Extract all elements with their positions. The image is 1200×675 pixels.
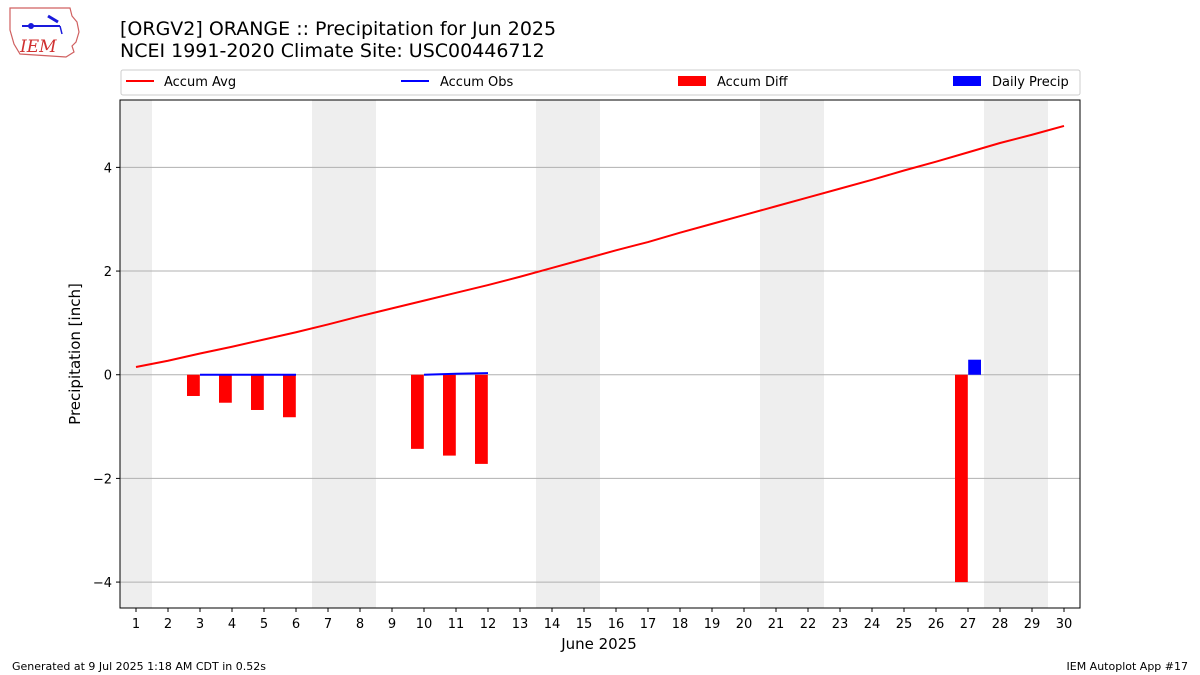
bars: [187, 359, 981, 583]
x-tick-label: 13: [512, 617, 529, 632]
legend-accum-diff-label: Accum Diff: [717, 75, 789, 90]
x-tick-label: 2: [164, 617, 172, 632]
weekend-band: [984, 100, 1048, 608]
lines: [135, 124, 1065, 376]
x-tick-label: 24: [864, 617, 881, 632]
chart-title: [ORGV2] ORANGE :: Precipitation for Jun …: [120, 18, 556, 40]
x-tick-label: 15: [576, 617, 593, 632]
x-tick-label: 25: [896, 617, 913, 632]
weekend-shading: [120, 100, 1048, 608]
legend-daily-precip-label: Daily Precip: [992, 75, 1069, 90]
accum-diff-bar: [443, 374, 456, 456]
y-tick-label: −2: [93, 472, 112, 487]
x-tick-label: 30: [1056, 617, 1073, 632]
y-tick-label: 2: [104, 265, 112, 280]
x-tick-label: 12: [480, 617, 497, 632]
legend-accum-diff-swatch: [678, 76, 706, 86]
x-tick-label: 8: [356, 617, 364, 632]
x-tick-label: 3: [196, 617, 204, 632]
footer-generated: Generated at 9 Jul 2025 1:18 AM CDT in 0…: [12, 660, 266, 673]
x-tick-label: 5: [260, 617, 268, 632]
weekend-band: [312, 100, 376, 608]
x-tick-label: 18: [672, 617, 689, 632]
x-axis-label: June 2025: [560, 635, 637, 653]
x-tick-label: 28: [992, 617, 1009, 632]
plot-frame: [119, 99, 1081, 609]
daily-precip-bar: [968, 359, 981, 375]
x-tick-label: 19: [704, 617, 721, 632]
x-tick-label: 6: [292, 617, 300, 632]
accum-diff-bar: [411, 374, 424, 449]
x-tick-label: 16: [608, 617, 625, 632]
legend-accum-obs-label: Accum Obs: [440, 75, 513, 90]
legend-daily-precip-swatch: [953, 76, 981, 86]
weekend-band: [760, 100, 824, 608]
footer-app: IEM Autoplot App #17: [1067, 660, 1189, 673]
x-tick-label: 27: [960, 617, 977, 632]
x-tick-label: 26: [928, 617, 945, 632]
accum-obs-line: [423, 372, 489, 376]
x-tick-label: 14: [544, 617, 561, 632]
x-tick-label: 10: [416, 617, 433, 632]
x-tick-label: 17: [640, 617, 657, 632]
accum-diff-bar: [283, 374, 296, 418]
x-tick-label: 29: [1024, 617, 1041, 632]
iem-logo: IEM: [9, 7, 80, 58]
x-tick-label: 22: [800, 617, 817, 632]
accum-diff-bar: [251, 374, 264, 410]
accum-avg-line: [135, 124, 1065, 368]
x-tick-label: 21: [768, 617, 785, 632]
x-tick-label: 9: [388, 617, 396, 632]
y-axis-label: Precipitation [inch]: [66, 283, 84, 425]
weekend-band: [120, 100, 152, 608]
accum-diff-bar: [955, 374, 968, 583]
accum-diff-bar: [475, 374, 488, 464]
x-tick-label: 23: [832, 617, 849, 632]
x-tick-label: 4: [228, 617, 236, 632]
accum-diff-bar: [219, 374, 232, 403]
y-tick-label: −4: [93, 576, 112, 591]
chart-subtitle: NCEI 1991-2020 Climate Site: USC00446712: [120, 40, 545, 62]
accum-diff-bar: [187, 374, 200, 396]
legend-accum-avg-label: Accum Avg: [164, 75, 236, 90]
x-tick-label: 7: [324, 617, 332, 632]
x-tick-label: 11: [448, 617, 465, 632]
weekend-band: [536, 100, 600, 608]
logo-text: IEM: [19, 37, 57, 57]
y-tick-label: 4: [104, 161, 112, 176]
x-tick-label: 20: [736, 617, 753, 632]
legend: Accum Avg Accum Obs Accum Diff Daily Pre…: [120, 69, 1081, 96]
x-tick-label: 1: [132, 617, 140, 632]
y-tick-label: 0: [104, 369, 112, 384]
